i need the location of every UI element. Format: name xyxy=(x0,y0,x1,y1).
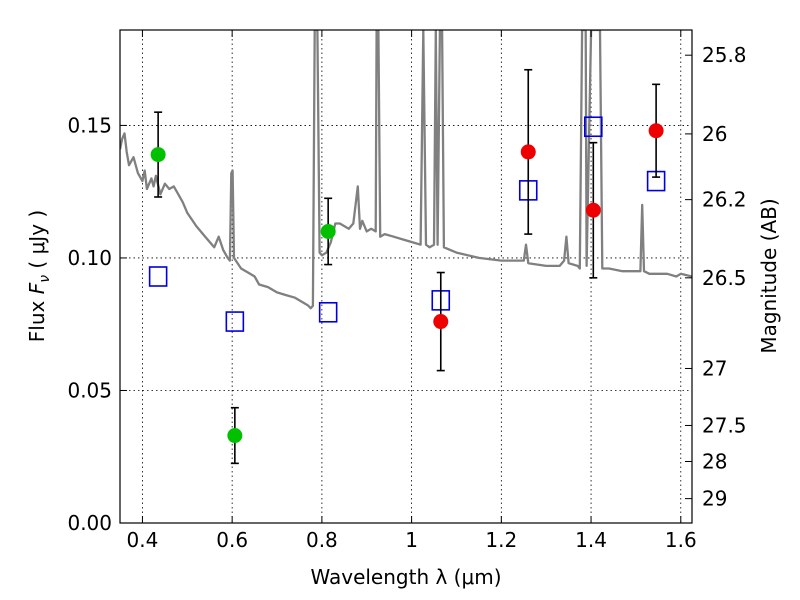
data-point xyxy=(320,223,336,239)
x-axis-title: Wavelength λ (μm) xyxy=(310,565,501,589)
x-tick-label: 1.6 xyxy=(665,528,697,552)
data-point xyxy=(433,314,449,330)
model-square-marker xyxy=(584,116,603,138)
right-tick-label: 25.8 xyxy=(702,43,747,67)
right-tick-label: 27.5 xyxy=(702,413,747,437)
data-point xyxy=(227,428,243,444)
data-point xyxy=(150,147,166,163)
model-square-marker xyxy=(148,266,168,287)
model-square-marker xyxy=(225,311,245,332)
y-tick-label: 0.10 xyxy=(67,246,112,270)
y-tick-label: 0.00 xyxy=(67,511,112,535)
x-tick-label: 1 xyxy=(405,528,418,552)
x-tick-label: 1.2 xyxy=(485,528,517,552)
data-point xyxy=(585,202,601,218)
axes: 0.4 0.6 0.8 1 1.2 1.4 1.6 0.00 0.05 0.10 0.15 25.8 2… xyxy=(67,30,747,552)
plot-frame xyxy=(119,29,693,524)
x-tick-label: 0.6 xyxy=(216,528,248,552)
right-tick-label: 28 xyxy=(702,450,727,474)
right-tick-label: 29 xyxy=(702,487,727,511)
y-tick-label: 0.15 xyxy=(67,113,112,137)
model-square-marker xyxy=(318,301,338,323)
right-tick-label: 26 xyxy=(702,122,727,146)
x-tick-label: 0.4 xyxy=(127,528,159,552)
y-axis-title-group: Flux Fν ( μJy ) xyxy=(25,210,53,342)
right-tick-label: 26.2 xyxy=(702,188,747,212)
right-tick-label: 26.5 xyxy=(702,266,747,290)
x-tick-label: 1.4 xyxy=(575,528,607,552)
y-axis-title: Flux Fν ( μJy ) xyxy=(25,210,53,342)
x-tick-label: 0.8 xyxy=(306,528,338,552)
data-point xyxy=(648,123,664,139)
right-axis-title: Magnitude (AB) xyxy=(757,198,781,353)
data-point xyxy=(520,144,536,160)
right-tick-label: 27 xyxy=(702,356,727,380)
plot-area xyxy=(120,30,692,465)
y-tick-label: 0.05 xyxy=(67,378,112,402)
spectrum-line xyxy=(120,30,692,310)
